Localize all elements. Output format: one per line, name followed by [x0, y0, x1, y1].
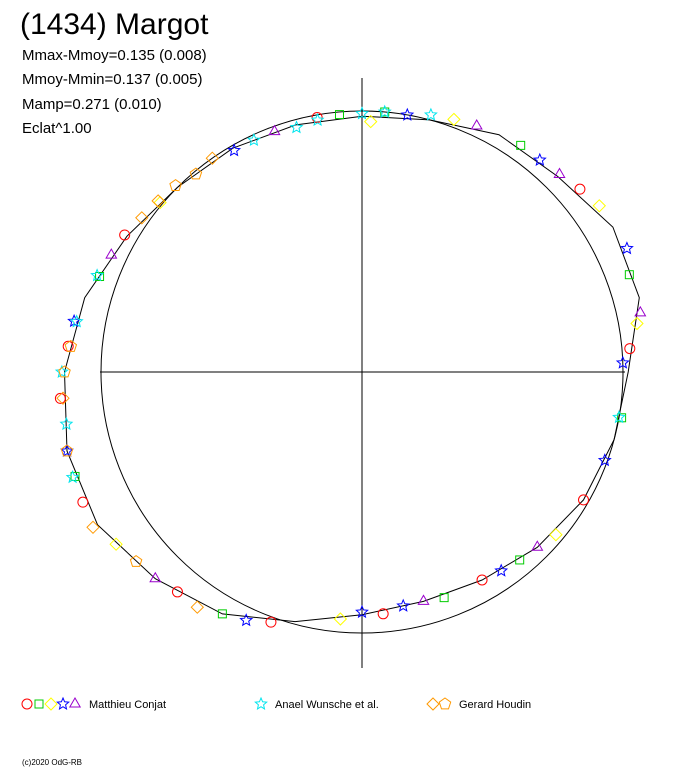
- marker-diamond: [630, 316, 644, 331]
- marker-circle: [119, 229, 131, 241]
- marker-square: [439, 593, 449, 603]
- marker-diamond: [426, 697, 440, 711]
- marker-star: [423, 107, 438, 121]
- stat-line: Eclat^1.00: [22, 120, 92, 137]
- marker-square: [70, 471, 80, 481]
- marker-diamond: [333, 612, 348, 626]
- marker-diamond: [56, 391, 70, 405]
- marker-pentagon: [169, 178, 182, 191]
- marker-star: [396, 598, 411, 612]
- marker-star: [59, 416, 74, 431]
- marker-triangle: [105, 248, 118, 259]
- marker-star: [355, 106, 369, 120]
- marker-circle: [171, 586, 183, 598]
- marker-triangle: [553, 167, 566, 178]
- marker-square: [34, 699, 44, 709]
- marker-triangle: [470, 119, 483, 130]
- marker-star: [254, 696, 268, 710]
- marker-star: [377, 104, 392, 118]
- marker-star: [54, 364, 69, 378]
- marker-pentagon: [64, 339, 78, 352]
- marker-star: [289, 120, 304, 134]
- marker-circle: [21, 698, 33, 710]
- marker-star: [355, 604, 369, 619]
- marker-star: [65, 469, 80, 484]
- stat-line: Mmax-Mmoy=0.135 (0.008): [22, 47, 207, 64]
- marker-square: [217, 609, 227, 619]
- marker-circle: [377, 608, 389, 620]
- marker-pentagon: [60, 444, 74, 457]
- marker-star: [612, 410, 626, 424]
- marker-pentagon: [58, 365, 71, 378]
- marker-diamond: [592, 199, 607, 213]
- marker-star: [69, 314, 84, 328]
- marker-square: [95, 271, 105, 281]
- marker-star: [239, 613, 254, 627]
- marker-star: [615, 355, 630, 369]
- legend-label: Anael Wunsche et al.: [275, 699, 379, 711]
- marker-pentagon: [189, 167, 203, 180]
- marker-circle: [54, 392, 66, 404]
- marker-diamond: [549, 527, 563, 542]
- marker-star: [400, 107, 415, 121]
- marker-diamond: [151, 194, 165, 208]
- marker-diamond: [109, 537, 123, 551]
- marker-pentagon: [129, 554, 143, 567]
- stat-line: Mamp=0.271 (0.010): [22, 96, 162, 113]
- marker-pentagon: [438, 697, 452, 710]
- marker-circle: [578, 494, 590, 506]
- legend-label: Matthieu Conjat: [89, 699, 166, 711]
- legend-label: Gerard Houdin: [459, 699, 531, 711]
- marker-circle: [265, 616, 277, 628]
- marker-star: [227, 143, 242, 157]
- marker-triangle: [68, 697, 82, 708]
- marker-star: [310, 112, 325, 127]
- marker-square: [515, 555, 525, 565]
- marker-triangle: [417, 594, 430, 605]
- marker-diamond: [44, 697, 58, 711]
- marker-diamond: [205, 151, 220, 165]
- marker-square: [334, 110, 344, 120]
- footer: (c)2020 OdG-RB: [22, 758, 82, 767]
- marker-star: [619, 241, 634, 255]
- marker-diamond: [135, 211, 149, 225]
- marker-star: [60, 443, 74, 457]
- marker-circle: [77, 496, 89, 508]
- marker-star: [90, 268, 105, 282]
- marker-square: [516, 140, 526, 150]
- marker-circle: [574, 183, 586, 195]
- marker-diamond: [190, 600, 205, 614]
- marker-diamond: [86, 520, 100, 535]
- marker-triangle: [531, 540, 544, 551]
- marker-diamond: [363, 114, 378, 129]
- marker-star: [494, 563, 509, 577]
- marker-triangle: [149, 571, 162, 583]
- marker-diamond: [447, 112, 461, 127]
- marker-square: [624, 270, 634, 280]
- marker-star: [246, 132, 261, 147]
- marker-star: [532, 152, 547, 166]
- model-curve: [63, 115, 640, 623]
- marker-star: [56, 696, 70, 710]
- marker-circle: [476, 574, 488, 586]
- marker-circle: [624, 343, 636, 355]
- chart-title: (1434) Margot: [20, 8, 209, 41]
- marker-triangle: [268, 124, 281, 136]
- reference-circle: [100, 110, 624, 634]
- marker-triangle: [634, 305, 647, 317]
- marker-star: [597, 453, 612, 467]
- stat-line: Mmoy-Mmin=0.137 (0.005): [22, 71, 202, 88]
